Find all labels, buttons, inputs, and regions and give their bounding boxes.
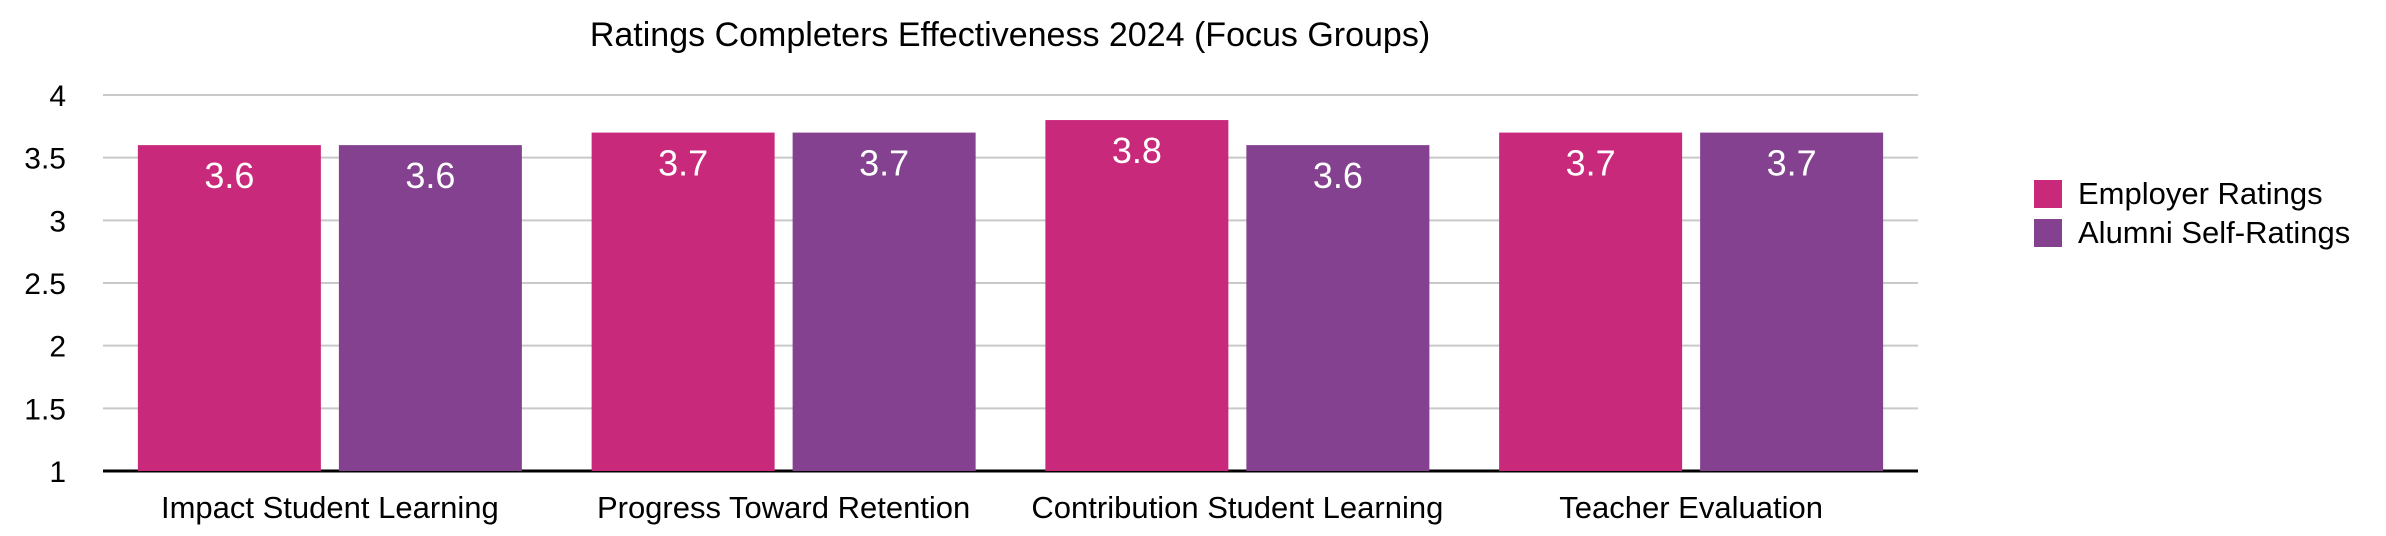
data-label: 3.8 (1112, 130, 1162, 171)
bar-alumni (1700, 132, 1884, 471)
data-label: 3.7 (859, 143, 909, 184)
y-tick-label: 2 (49, 331, 66, 364)
x-tick-label: Progress Toward Retention (597, 490, 970, 525)
y-tick-label: 3.5 (24, 143, 66, 176)
bars (137, 120, 1884, 472)
legend-swatch (2034, 180, 2062, 208)
y-tick-label: 3 (49, 205, 66, 238)
y-tick-label: 1.5 (24, 393, 66, 426)
legend-swatch (2034, 219, 2062, 247)
data-label: 3.6 (405, 155, 455, 196)
y-axis-tick-labels: 1 1.5 2 2.5 3 3.5 4 (24, 80, 66, 489)
legend-label: Alumni Self-Ratings (2078, 215, 2350, 250)
bar-alumni (792, 132, 976, 471)
y-tick-label: 1 (49, 456, 66, 489)
data-label: 3.7 (658, 143, 708, 184)
bar-alumni (1246, 145, 1430, 471)
bar-employer (137, 145, 321, 471)
legend: Employer Ratings Alumni Self-Ratings (2034, 176, 2350, 250)
bar-employer (1499, 132, 1683, 471)
y-tick-label: 4 (49, 80, 66, 113)
bar-employer (1045, 120, 1229, 472)
x-axis-tick-labels: Impact Student Learning Progress Toward R… (161, 490, 1823, 525)
bar-employer (591, 132, 775, 471)
x-tick-label: Contribution Student Learning (1031, 490, 1443, 525)
data-label: 3.7 (1566, 143, 1616, 184)
data-label: 3.6 (1313, 155, 1363, 196)
legend-label: Employer Ratings (2078, 176, 2323, 211)
bar-alumni (338, 145, 522, 471)
y-tick-label: 2.5 (24, 268, 66, 301)
x-tick-label: Impact Student Learning (161, 490, 499, 525)
data-labels: 3.6 3.6 3.7 3.7 3.8 3.6 3.7 3.7 (204, 130, 1816, 196)
data-label: 3.7 (1767, 143, 1817, 184)
x-tick-label: Teacher Evaluation (1559, 490, 1823, 525)
chart-title: Ratings Completers Effectiveness 2024 (F… (590, 16, 1430, 54)
data-label: 3.6 (204, 155, 254, 196)
